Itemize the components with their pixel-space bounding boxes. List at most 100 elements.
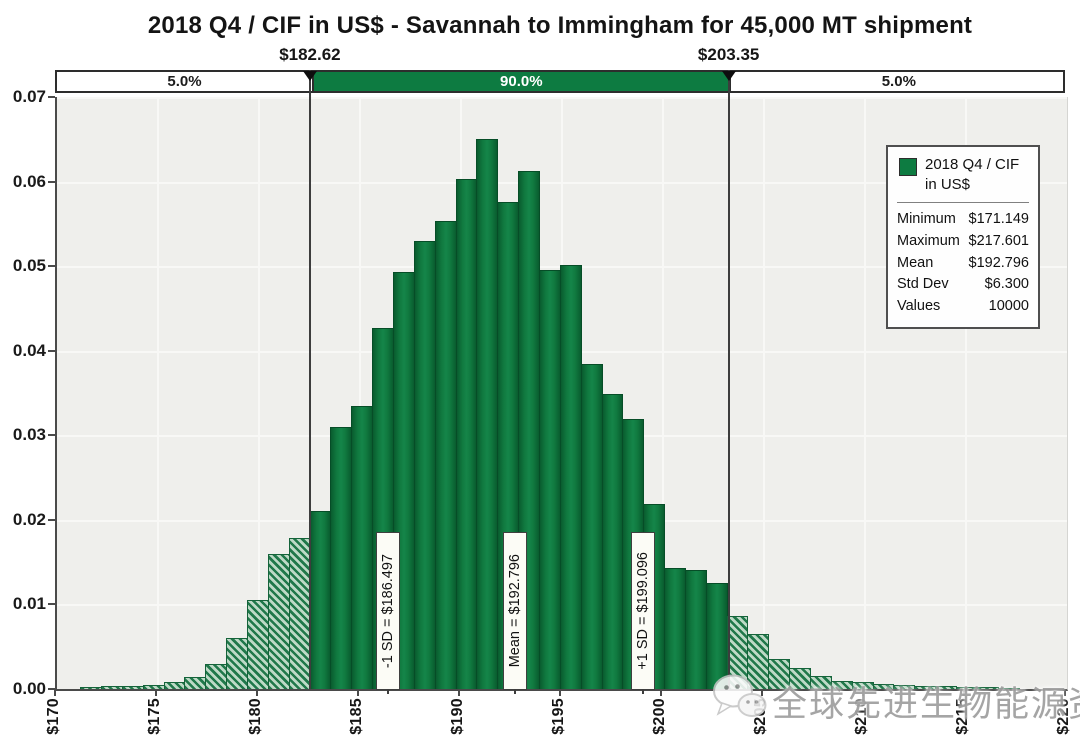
histogram-bar [142,684,165,689]
x-axis-tick [256,689,258,696]
histogram-bar [330,426,353,689]
y-axis-tick [48,265,55,268]
x-axis-tick [357,689,359,696]
x-axis-tick [458,689,460,696]
y-axis-tick [48,180,55,183]
x-axis-label: $190 [449,698,466,735]
histogram-bar [413,240,436,689]
x-axis-label: $175 [146,698,163,735]
legend-row-values: Values 10000 [897,298,1029,314]
y-axis-label: 0.00 [12,679,46,698]
histogram-bar [434,221,457,689]
histogram-bar [267,553,290,689]
x-axis-tick [155,689,157,696]
legend-row-mean: Mean $192.796 [897,254,1029,271]
x-axis-label: $195 [550,698,567,735]
y-axis-label: 0.04 [12,340,46,360]
x-axis-label: $200 [651,698,668,735]
y-axis-label: 0.01 [12,594,46,614]
histogram-bar [976,687,999,689]
histogram-bar [101,686,123,689]
y-axis-tick [48,349,55,352]
x-axis-label: $170 [45,698,62,735]
histogram-bar [351,405,374,689]
histogram-bar [476,139,499,689]
delimiter-triangle-right [721,71,736,81]
x-axis-tick [862,689,864,696]
percentile-left-value: $182.62 [279,45,341,64]
histogram-bar [747,634,770,689]
marker-tick [514,689,517,694]
minus-1sd-label: -1 SD = $186.497 [376,532,401,690]
legend-row-maximum: Maximum $217.601 [897,232,1029,249]
percentile-left-label: 5.0% [167,73,202,90]
x-axis-tick [660,689,662,696]
percentile-band: 5.0% 90.0% 5.0% [55,70,1065,93]
y-axis-tick [48,518,55,521]
histogram-bar [810,676,832,689]
histogram-bar [893,684,916,689]
x-axis-label: $185 [348,698,365,735]
histogram-bar [914,685,937,689]
gridline-horizontal [57,97,1067,99]
delimiter-line-left [308,70,311,689]
legend-row-stddev: Std Dev $6.300 [897,276,1029,293]
y-axis-tick [48,688,55,690]
histogram-bar [121,685,144,689]
delimiter-triangle-left [302,71,317,81]
y-axis-label: 0.05 [12,256,46,276]
y-axis-tick [48,434,55,437]
histogram-bar [559,265,582,689]
histogram-bar [872,683,895,689]
x-axis-label: $215 [954,698,971,735]
x-axis-tick [559,689,561,696]
histogram-bar [205,663,228,689]
histogram-bar [705,583,728,689]
gridline-horizontal [57,181,1067,184]
y-axis-label: 0.02 [12,509,46,529]
histogram-bar [80,687,103,689]
histogram-bar [184,677,207,689]
marker-tick [387,689,390,694]
percentile-right-label: 5.0% [881,73,916,90]
x-axis-label: $210 [853,698,870,735]
histogram-bar [684,569,707,689]
histogram-bar [309,511,332,689]
histogram-bar [538,270,561,689]
y-axis-label: 0.03 [12,425,46,445]
percentile-right-value: $203.35 [697,45,760,64]
y-axis-tick [48,96,55,98]
delimiter-line-right [727,70,730,689]
gridline-vertical [965,97,967,689]
histogram-bar [580,364,603,689]
legend-swatch-icon [899,158,917,176]
y-axis-tick [48,603,55,606]
gridline-vertical [763,97,765,689]
gridline-vertical [258,97,260,689]
legend-divider [897,202,1029,203]
histogram-bar [956,687,978,689]
x-axis-label: $180 [247,698,264,735]
legend-row-minimum: Minimum $171.149 [897,211,1029,227]
legend-series-title: 2018 Q4 / CIF in US$ [925,156,1020,193]
x-axis-label: $205 [752,698,769,735]
histogram-bar [768,659,791,689]
histogram-bar [789,667,812,689]
x-axis-tick [761,689,763,696]
mean-label: Mean = $192.796 [503,532,528,690]
gridline-vertical [157,97,159,689]
histogram-bar [163,682,186,689]
gridline-vertical [864,97,866,689]
histogram-bar [601,393,624,689]
histogram-bar [726,616,749,689]
histogram-bar [664,568,686,689]
plus-1sd-label: +1 SD = $199.096 [630,532,655,690]
percentile-mid-segment: 90.0% [311,72,731,91]
x-axis-label: $220 [1055,698,1072,735]
marker-tick [641,689,644,694]
histogram-bar [226,638,249,689]
histogram-bar [830,680,853,689]
histogram-bar [288,538,311,689]
gridline-vertical [662,97,664,689]
